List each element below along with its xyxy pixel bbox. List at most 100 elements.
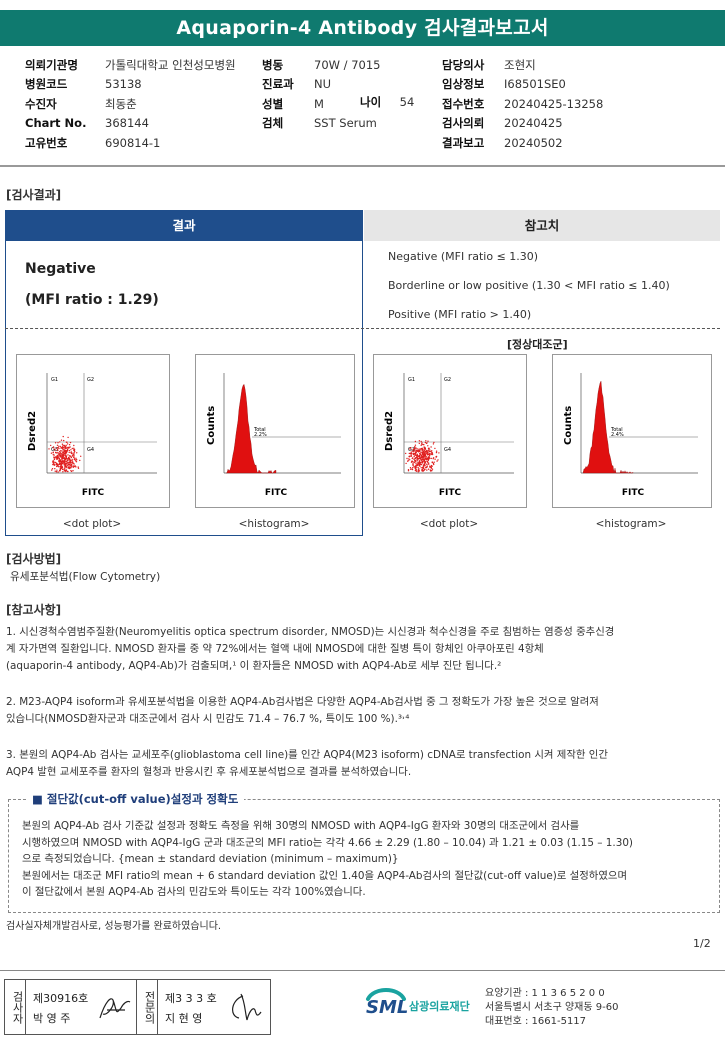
dot-cloud <box>48 435 82 473</box>
cytometry-dot <box>57 442 59 444</box>
cytometry-dot <box>77 466 79 468</box>
control-hist-caption: <histogram> <box>595 518 667 530</box>
cytometry-dot <box>425 460 427 463</box>
cytometry-dot <box>73 463 75 465</box>
cytometry-dot <box>416 453 418 455</box>
quadrant-label: G4 <box>444 447 451 453</box>
cytometry-dot <box>429 455 431 457</box>
cytometry-dot <box>58 470 61 472</box>
cytometry-dot <box>414 457 417 459</box>
cytometry-dot <box>73 454 75 456</box>
cytometry-dot <box>424 441 427 444</box>
cytometry-dot <box>52 460 55 462</box>
cytometry-dot <box>423 455 426 457</box>
notes-section-title: [참고사항] <box>6 603 62 617</box>
cytometry-dot <box>61 466 63 469</box>
note-line: (aquaporin-4 antibody, AQP4-Ab)가 검출되며,¹ … <box>6 660 502 672</box>
cytometry-dot <box>414 440 417 443</box>
cytometry-dot <box>59 445 61 448</box>
page-number: 1/2 <box>693 937 711 950</box>
info-label: 수진자 <box>25 96 57 111</box>
cytometry-dot <box>60 447 62 449</box>
cytometry-dot <box>67 470 69 473</box>
cytometry-dot <box>58 459 60 461</box>
cytometry-dot <box>79 459 81 462</box>
cytometry-dot <box>424 448 426 450</box>
cytometry-dot <box>420 443 423 445</box>
result-dashed-divider <box>5 328 720 329</box>
patient-dot-caption: <dot plot> <box>62 518 122 530</box>
dot-ylabel: Dsred2 <box>27 411 38 451</box>
cytometry-dot <box>425 466 428 469</box>
cytometry-dot <box>414 444 417 446</box>
cytometry-dot <box>63 450 65 452</box>
cytometry-dot <box>60 450 62 452</box>
cytometry-dot <box>73 449 75 452</box>
dot-ylabel: Dsred2 <box>384 411 395 451</box>
info-row: 고유번호 690814-1 <box>25 133 236 153</box>
result-value: Negative <box>25 261 96 277</box>
reference-positive: Positive (MFI ratio > 1.40) <box>388 308 532 321</box>
cytometry-dot <box>428 448 430 450</box>
total-pct: 2.4% <box>611 432 624 438</box>
cytometry-dot <box>71 461 74 463</box>
cytometry-dot <box>64 453 67 455</box>
cutoff-line: 본원의 AQP4-Ab 검사 기준값 설정과 정확도 측정을 위해 30명의 N… <box>22 820 580 832</box>
cytometry-dot <box>417 470 419 472</box>
cutoff-line: 으로 측정되었습니다. {mean ± standard deviation (… <box>22 853 399 865</box>
cytometry-dot <box>68 444 71 446</box>
cytometry-dot <box>422 466 424 468</box>
cytometry-dot <box>417 463 419 465</box>
total-label: Total <box>253 427 266 433</box>
cytometry-dot <box>64 468 66 470</box>
info-row: 의뢰기관명 가톨릭대학교 인천성모병원 <box>25 55 236 75</box>
cytometry-dot <box>63 444 65 447</box>
cytometry-dot <box>424 462 426 464</box>
info-value: SST Serum <box>314 116 377 131</box>
info-row: 담당의사 조현지 <box>442 55 603 75</box>
info-value: 690814-1 <box>105 135 161 150</box>
cytometry-dot <box>411 468 414 471</box>
method-section-title: [검사방법] <box>6 552 62 566</box>
cytometry-dot <box>62 435 64 438</box>
cytometry-dot <box>67 458 70 460</box>
cytometry-dot <box>62 460 64 463</box>
cytometry-dot <box>56 447 58 449</box>
info-value: 조현지 <box>504 57 536 72</box>
cytometry-dot <box>424 451 426 454</box>
cytometry-dot <box>435 456 437 458</box>
cytometry-dot <box>54 442 57 444</box>
cytometry-dot <box>66 462 69 464</box>
cytometry-dot <box>68 449 70 452</box>
cytometry-dot <box>56 469 58 471</box>
cytometry-dot <box>72 452 74 454</box>
cytometry-dot <box>422 470 424 472</box>
cytometry-dot <box>431 453 434 455</box>
info-value: 최동춘 <box>105 96 137 111</box>
cytometry-dot <box>57 471 59 473</box>
result-ratio: (MFI ratio : 1.29) <box>25 292 159 308</box>
cytometry-dot <box>419 453 422 456</box>
cytometry-dot <box>415 467 417 470</box>
cytometry-dot <box>74 460 77 462</box>
dot-cloud <box>405 440 440 473</box>
cytometry-dot <box>60 454 62 457</box>
cytometry-dot <box>426 454 429 456</box>
cytometry-dot <box>58 457 60 459</box>
cytometry-dot <box>67 467 69 469</box>
result-section-title: [검사결과] <box>6 188 62 202</box>
cytometry-dot <box>432 462 435 465</box>
hist-ylabel: Counts <box>563 406 574 445</box>
cytometry-dot <box>420 440 422 443</box>
reference-borderline: Borderline or low positive (1.30 < MFI r… <box>388 279 670 292</box>
cytometry-dot <box>73 458 76 461</box>
cytometry-dot <box>417 455 419 457</box>
info-row: 검사의뢰 20240425 <box>442 114 603 134</box>
cytometry-dot <box>413 451 415 453</box>
specialist-signature-box: 전문의 제3 3 3 호 지 현 영 <box>136 979 271 1035</box>
cytometry-dot <box>424 447 426 449</box>
cytometry-dot <box>71 460 73 462</box>
age-label: 나이 <box>360 95 382 109</box>
cytometry-dot <box>430 453 432 455</box>
cytometry-dot <box>70 452 73 455</box>
